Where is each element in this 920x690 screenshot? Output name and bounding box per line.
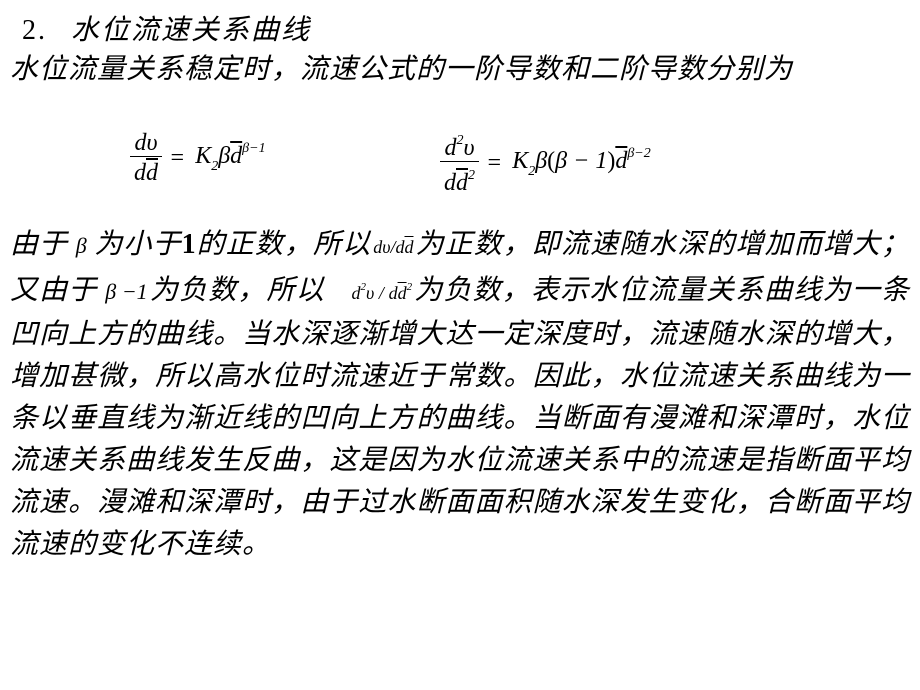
- p2-t5: 为负数，所以: [150, 275, 325, 306]
- section-number: 2.: [22, 15, 47, 46]
- inline-dvdd: dυ/dd: [371, 237, 415, 257]
- inline-beta-minus-1: β −1: [98, 279, 150, 304]
- fraction-1: dυ dd: [130, 130, 162, 187]
- section-title: 2. 水位流速关系曲线: [22, 8, 311, 48]
- exponent-2: β−2: [627, 146, 650, 161]
- frac-num: dυ: [130, 130, 162, 156]
- inline-one: 1: [182, 229, 197, 260]
- rhs-1: K2βdβ−1: [192, 143, 268, 174]
- frac-den: dd: [130, 156, 162, 187]
- p2-t2: 为小于: [94, 229, 181, 260]
- equation-second-derivative: d2υ dd2 = K2β(β − 1)dβ−2: [440, 130, 654, 197]
- equals-sign-2: =: [483, 150, 505, 177]
- frac2-num: d2υ: [440, 130, 479, 161]
- frac2-den: dd2: [440, 161, 479, 197]
- rhs-2: K2β(β − 1)dβ−2: [509, 148, 654, 179]
- p2-t3: 的正数，所以: [197, 229, 372, 260]
- slide: 2. 水位流速关系曲线 水位流量关系稳定时，流速公式的一阶导数和二阶导数分别为 d…: [0, 0, 920, 690]
- equals-sign: =: [166, 145, 188, 172]
- intro-paragraph: 水位流量关系稳定时，流速公式的一阶导数和二阶导数分别为: [10, 50, 910, 90]
- section-title-text: 水位流速关系曲线: [71, 15, 311, 46]
- equation-row: dυ dd = K2βdβ−1 d2υ dd2 = K2β(β − 1)dβ−2: [0, 130, 920, 210]
- p2-t1: 由于: [10, 229, 68, 260]
- exponent-1: β−1: [242, 141, 265, 156]
- main-paragraph: 由于 β 为小于1的正数，所以dυ/dd为正数，即流速随水深的增加而增大；又由于…: [10, 224, 910, 566]
- p2-t6: 为负数，表示水位流量关系曲线为一条凹向上方的曲线。当水深逐渐增大达一定深度时，流…: [10, 275, 910, 560]
- inline-d2vdd2: d2υ / dd2: [349, 283, 414, 303]
- inline-beta: β: [68, 233, 94, 258]
- equation-first-derivative: dυ dd = K2βdβ−1: [130, 130, 269, 187]
- fraction-2: d2υ dd2: [440, 130, 479, 197]
